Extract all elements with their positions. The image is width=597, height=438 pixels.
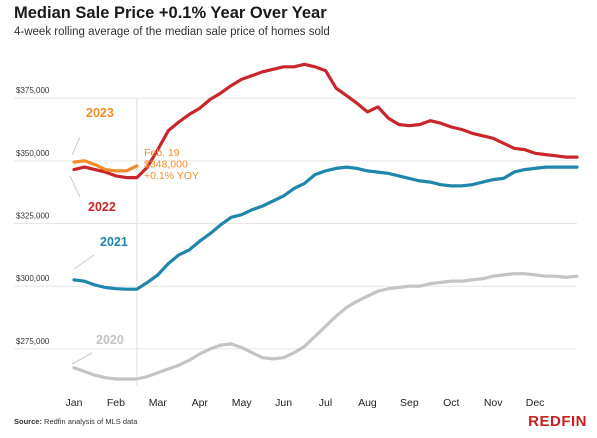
y-tick-label: $300,000 xyxy=(16,274,50,283)
series-line-2022 xyxy=(72,62,579,180)
annotation-line: $348,000 xyxy=(144,159,188,171)
x-tick-label: Dec xyxy=(526,397,545,409)
source-text: Redfin analysis of MLS data xyxy=(44,417,138,426)
annotation: Feb. 19$348,000+0.1% YOY xyxy=(144,147,199,182)
x-axis-labels: Jan Feb Mar Apr May Jun Jul Aug Sep Oct Nov Dec xyxy=(66,397,545,409)
series-leader-2020 xyxy=(71,352,93,365)
x-tick-label: Apr xyxy=(192,397,209,409)
annotation-line: +0.1% YOY xyxy=(144,170,199,182)
y-tick-label: $350,000 xyxy=(16,149,50,158)
series-label-2020: 2020 xyxy=(96,333,124,347)
chart-title: Median Sale Price +0.1% Year Over Year xyxy=(14,4,327,22)
series-leader-2021 xyxy=(73,254,95,270)
x-tick-label: May xyxy=(232,397,253,409)
x-tick-label: Sep xyxy=(400,397,419,409)
source-label: Source: xyxy=(14,417,42,426)
x-tick-label: Aug xyxy=(358,397,377,409)
x-tick-label: Jan xyxy=(66,397,83,409)
annotation-line: Feb. 19 xyxy=(144,147,180,159)
source-note: Source: Redfin analysis of MLS data xyxy=(14,417,137,426)
x-tick-label: Oct xyxy=(443,397,459,409)
y-tick-label: $325,000 xyxy=(16,212,50,221)
x-tick-label: Nov xyxy=(484,397,503,409)
series-layer xyxy=(72,62,579,381)
series-line-2021 xyxy=(72,165,579,291)
series-line-2023 xyxy=(72,159,139,173)
y-tick-label: $275,000 xyxy=(16,337,50,346)
x-tick-label: Feb xyxy=(107,397,125,409)
series-label-2023: 2023 xyxy=(86,106,114,120)
chart-subtitle: 4-week rolling average of the median sal… xyxy=(14,26,330,38)
series-label-2021: 2021 xyxy=(100,235,128,249)
x-tick-label: Mar xyxy=(149,397,168,409)
redfin-logo: REDFIN xyxy=(528,413,587,430)
x-tick-label: Jun xyxy=(275,397,292,409)
y-tick-label: $375,000 xyxy=(16,86,50,95)
series-label-2022: 2022 xyxy=(88,200,116,214)
grid-layer xyxy=(14,97,577,350)
series-line-2020 xyxy=(72,272,579,381)
series-leader-2023 xyxy=(71,136,81,156)
series-labels: 2020 2021 2022 2023 xyxy=(69,106,128,365)
y-axis-labels: $275,000 $300,000 $325,000 $350,000 $375,000 xyxy=(16,86,50,346)
x-tick-label: Jul xyxy=(319,397,332,409)
series-leader-2022 xyxy=(69,175,81,198)
